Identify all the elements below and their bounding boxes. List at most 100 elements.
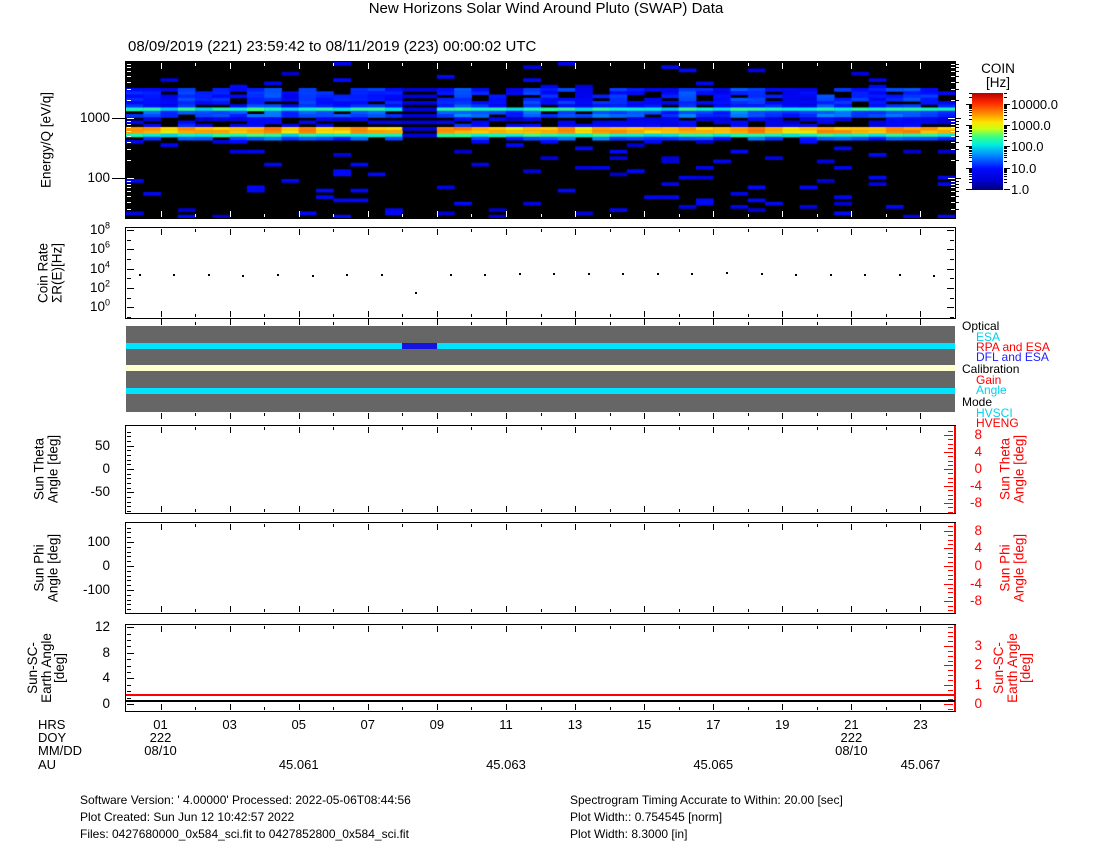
legend-header-optical: Optical [962, 319, 1000, 333]
energy-minor-tick [956, 159, 959, 161]
sun-sc-earth-line-black [126, 700, 955, 702]
x-tick [298, 413, 300, 419]
energy-minor-tick [956, 180, 959, 182]
x-tick [505, 704, 507, 710]
colorbar-major-tick [966, 167, 972, 169]
legend-item-angle: Angle [976, 383, 1007, 397]
x-tick [436, 63, 438, 69]
x-tick [298, 211, 300, 217]
x-tick [160, 704, 162, 710]
angle-left-major-tick [127, 590, 134, 591]
x-tick [505, 229, 507, 235]
x-tick [575, 704, 577, 710]
energy-minor-tick [951, 131, 955, 133]
coin-rate-point [829, 273, 832, 276]
x-tick [851, 524, 853, 530]
colorbar-major-tick [1004, 146, 1010, 148]
x-tick [402, 609, 404, 612]
colorbar-minor-tick [1004, 129, 1007, 131]
au-value-23: 45.067 [900, 757, 941, 772]
x-tick [540, 524, 542, 527]
status-segment-mode [126, 388, 955, 394]
angle-left-minor-tick [127, 537, 131, 539]
x-tick [609, 214, 611, 217]
x-tick [540, 626, 542, 629]
x-tick [229, 63, 231, 69]
sun-phi-panel [125, 522, 956, 614]
energy-minor-tick [956, 201, 959, 203]
x-tick [816, 63, 818, 66]
x-tick [195, 322, 197, 325]
angle-left-minor-tick [127, 546, 131, 548]
x-tick [298, 319, 300, 325]
x-tick [713, 63, 715, 69]
x-tick [644, 413, 646, 419]
angle-left-major-tick [127, 542, 134, 543]
x-tick [678, 214, 680, 217]
coin-rate-tick-label: 102 [89, 278, 110, 295]
x-tick [851, 319, 853, 325]
x-tick [644, 626, 646, 632]
angle-left-minor-tick [127, 527, 131, 529]
legend-item-rpa-and-esa: RPA and ESA [976, 340, 1050, 354]
colorbar-minor-tick [1004, 178, 1007, 180]
angle-right-minor-tick [948, 456, 953, 458]
x-tick [471, 707, 473, 710]
colorbar-minor-tick [1004, 114, 1007, 116]
angle-right-tick-label: 0 [974, 558, 982, 573]
angle-left-major-tick [127, 566, 134, 567]
x-tick [436, 427, 438, 433]
x-tick [264, 314, 266, 317]
sun-sc-earth-panel [125, 624, 956, 712]
energy-minor-tick [956, 149, 959, 151]
x-tick [678, 524, 680, 527]
colorbar-minor-tick [969, 104, 972, 106]
colorbar-major-tick [1004, 103, 1010, 105]
coin-rate-point [242, 274, 245, 277]
x-tick [264, 322, 266, 325]
angle-right-tick-label: 4 [974, 540, 982, 556]
energy-minor-tick [956, 81, 959, 83]
colorbar-minor-tick [1004, 157, 1007, 159]
angle-right-minor-tick [948, 650, 953, 652]
angle-left-minor-tick [127, 640, 131, 641]
x-tick [920, 506, 922, 512]
colorbar-tick-label: 1000.0 [1011, 117, 1051, 133]
x-tick [851, 626, 853, 632]
x-tick [885, 63, 887, 66]
x-tick [920, 211, 922, 217]
angle-right-minor-tick [948, 610, 953, 611]
angle-left-minor-tick [127, 464, 131, 466]
angle-right-major-tick [944, 566, 953, 567]
x-tick [195, 427, 197, 430]
colorbar-minor-tick [969, 154, 972, 156]
x-tick [402, 322, 404, 325]
energy-minor-tick [127, 196, 131, 198]
angle-left-minor-tick [127, 561, 131, 563]
angle-right-minor-tick [948, 552, 953, 554]
angle-right-major-tick [944, 530, 953, 532]
colorbar-tick-label: 10000.0 [1011, 96, 1058, 112]
x-tick [229, 506, 231, 512]
energy-minor-tick [951, 63, 955, 65]
colorbar-minor-tick [1004, 125, 1007, 127]
x-tick [195, 524, 197, 527]
x-tick [609, 609, 611, 612]
angle-right-major-tick [944, 452, 953, 453]
angle-right-minor-tick [948, 439, 953, 441]
colorbar-minor-tick [969, 108, 972, 110]
coin-rate-minor-tick [950, 297, 954, 299]
x-tick [160, 319, 162, 325]
colorbar-minor-tick [969, 176, 972, 178]
energy-minor-tick [127, 67, 131, 69]
coin-rate-point [795, 273, 798, 276]
x-tick [747, 427, 749, 430]
x-tick [816, 626, 818, 629]
au-value-5: 45.061 [278, 757, 319, 772]
x-tick [333, 63, 335, 66]
colorbar-minor-tick [969, 133, 972, 135]
coin-rate-tick-label: 100 [89, 297, 110, 315]
coin-rate-point [346, 273, 349, 276]
x-tick [713, 524, 715, 530]
x-tick [851, 229, 853, 235]
